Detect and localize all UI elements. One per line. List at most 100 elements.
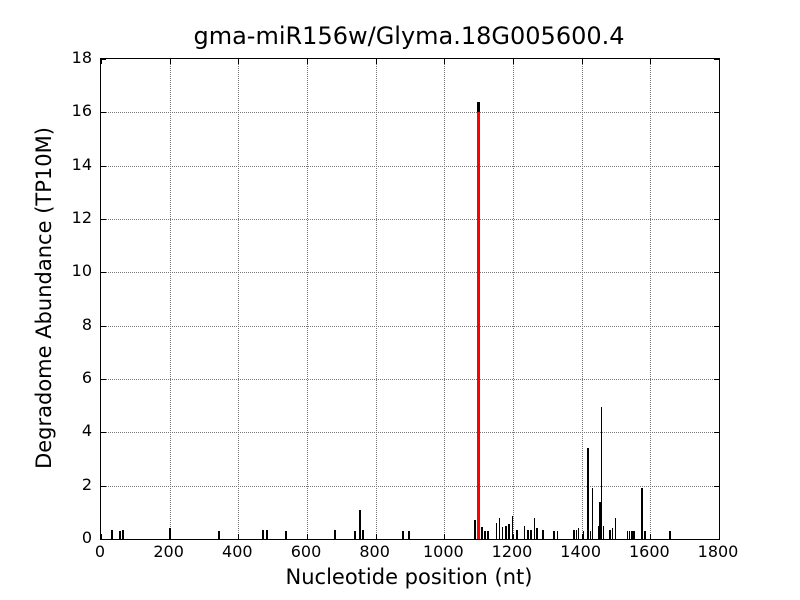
degradome-spike — [587, 448, 589, 539]
y-gridline — [101, 379, 719, 380]
x-gridline — [444, 59, 446, 539]
x-gridline — [307, 59, 308, 539]
y-tick-left — [101, 379, 106, 380]
x-tick-bottom — [101, 534, 102, 539]
y-gridline — [101, 219, 719, 220]
degradome-spike — [111, 529, 113, 539]
x-gridline — [375, 59, 377, 539]
y-tick-label: 0 — [81, 528, 92, 547]
degradome-spike — [598, 525, 600, 539]
degradome-spike — [119, 531, 121, 539]
x-tick-label: 1400 — [560, 542, 602, 561]
x-tick-label: 200 — [153, 542, 184, 561]
y-tick-left — [101, 219, 106, 220]
y-axis-label: Degradome Abundance (TP10M) — [32, 127, 56, 469]
x-tick-bottom — [375, 534, 377, 539]
degradome-spike — [334, 529, 336, 539]
degradome-spike — [536, 528, 538, 539]
y-tick-label: 14 — [71, 154, 92, 174]
degradome-spike — [600, 407, 603, 539]
y-gridline — [101, 112, 719, 114]
y-tick-label: 4 — [81, 421, 92, 441]
degradome-spike — [553, 531, 555, 539]
x-tick-bottom — [581, 534, 583, 539]
cleavage-site-spike — [477, 112, 481, 539]
degradome-spike — [362, 529, 364, 539]
y-tick-left — [101, 432, 106, 434]
x-tick-label: 1000 — [422, 542, 464, 561]
degradome-spike — [631, 531, 633, 539]
degradome-spike — [669, 531, 671, 539]
y-gridline — [101, 165, 719, 167]
degradome-spike — [628, 531, 631, 539]
degradome-spike — [533, 517, 536, 539]
x-tick-label: 1600 — [628, 542, 670, 561]
y-tick-label: 16 — [71, 101, 92, 121]
x-tick-top — [169, 59, 171, 64]
degradome-spike — [530, 529, 532, 539]
x-tick-label: 0 — [94, 542, 106, 561]
y-tick-left — [101, 485, 106, 487]
degradome-spike — [602, 525, 605, 539]
degradome-spike — [122, 529, 124, 539]
degradome-spike — [508, 524, 510, 539]
degradome-spike — [599, 501, 601, 539]
degradome-spike — [542, 529, 544, 539]
degradome-spike — [285, 531, 287, 539]
degradome-spike — [527, 529, 529, 539]
x-tick-bottom — [513, 534, 514, 539]
degradome-spike — [556, 531, 559, 539]
x-tick-top — [375, 59, 377, 64]
y-tick-left — [101, 539, 106, 540]
y-tick-label: 6 — [81, 368, 92, 387]
x-tick-top — [581, 59, 583, 64]
y-tick-right — [714, 219, 719, 220]
degradome-spike — [573, 529, 575, 539]
y-tick-right — [714, 432, 719, 434]
degradome-spike — [408, 531, 410, 539]
degradome-spike — [516, 529, 518, 539]
x-tick-bottom — [719, 534, 720, 539]
x-tick-label: 600 — [290, 542, 322, 561]
degradome-spike — [611, 528, 614, 539]
degradome-spike — [626, 531, 629, 539]
y-tick-right — [714, 165, 719, 167]
degradome-spike — [641, 488, 643, 539]
degradome-spike — [481, 527, 483, 539]
degradome-spike — [169, 528, 171, 539]
degradome-spike — [589, 531, 591, 539]
degradome-spike — [591, 488, 594, 539]
x-tick-top — [444, 59, 446, 64]
degradome-spike — [614, 517, 617, 539]
x-tick-bottom — [650, 534, 652, 539]
y-tick-label: 10 — [71, 261, 92, 281]
degradome-spike — [609, 529, 611, 539]
x-tick-top — [238, 59, 240, 64]
degradome-spike — [484, 531, 486, 539]
x-axis-label: Nucleotide position (nt) — [285, 565, 533, 589]
degradome-spike — [262, 529, 264, 539]
degradome-spike — [577, 528, 580, 539]
y-gridline — [101, 325, 719, 327]
degradome-spike — [354, 531, 356, 539]
y-tick-label: 18 — [71, 48, 92, 67]
y-tick-left — [101, 112, 106, 114]
y-tick-right — [714, 59, 719, 60]
x-tick-top — [650, 59, 652, 64]
degradome-spike — [402, 531, 404, 539]
degradome-spike — [218, 531, 220, 539]
degradome-spike — [474, 520, 476, 539]
chart-title: gma-miR156w/Glyma.18G005600.4 — [193, 22, 625, 50]
degradome-spike — [495, 523, 498, 539]
y-gridline — [101, 272, 719, 274]
x-gridline — [513, 59, 514, 539]
y-tick-right — [714, 379, 719, 380]
degradome-spike — [266, 529, 268, 539]
degradome-spike — [498, 517, 501, 539]
x-tick-top — [719, 59, 720, 64]
degradome-spike — [501, 527, 504, 539]
degradome-spike — [359, 509, 361, 539]
degradome-spike — [644, 531, 646, 539]
y-gridline — [101, 432, 719, 434]
x-tick-bottom — [307, 534, 308, 539]
